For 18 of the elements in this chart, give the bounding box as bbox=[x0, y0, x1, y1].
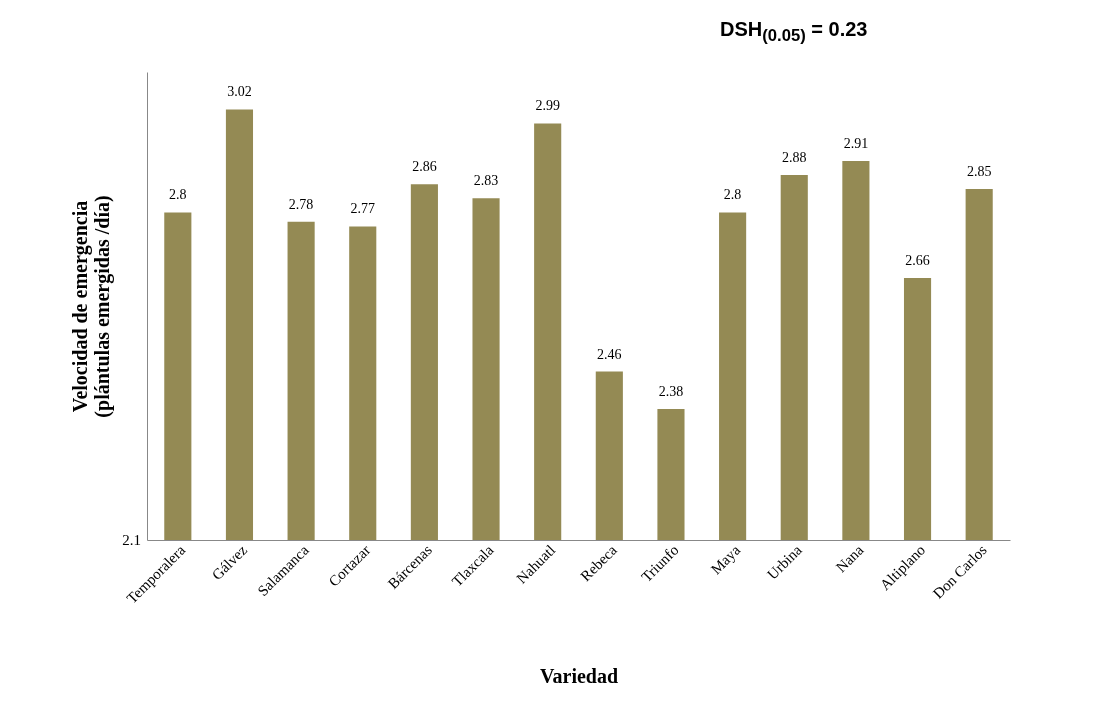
data-label: 2.8 bbox=[169, 187, 187, 203]
data-label: 2.8 bbox=[723, 187, 742, 203]
data-label: 2.38 bbox=[658, 383, 684, 399]
data-label: 2.46 bbox=[597, 346, 622, 362]
data-label: 2.88 bbox=[782, 149, 807, 165]
y-axis-title: Velocidad de emergencia (plántulas emergidas /día) bbox=[68, 195, 114, 418]
data-label: 2.99 bbox=[535, 98, 560, 114]
data-label: 2.83 bbox=[473, 173, 499, 189]
data-label: 3.02 bbox=[227, 84, 252, 100]
text: DSH$_{(0.05)}$ = 0.23 bbox=[720, 18, 868, 46]
text: 2.1 bbox=[122, 532, 141, 548]
data-label: 2.91 bbox=[843, 135, 869, 151]
x-axis-title: Variedad bbox=[539, 664, 619, 687]
data-label: 2.86 bbox=[412, 159, 437, 175]
data-label: 2.66 bbox=[905, 252, 930, 268]
data-label: 2.85 bbox=[966, 164, 992, 179]
data-label: 2.77 bbox=[350, 201, 375, 217]
data-label: 2.78 bbox=[288, 196, 314, 212]
